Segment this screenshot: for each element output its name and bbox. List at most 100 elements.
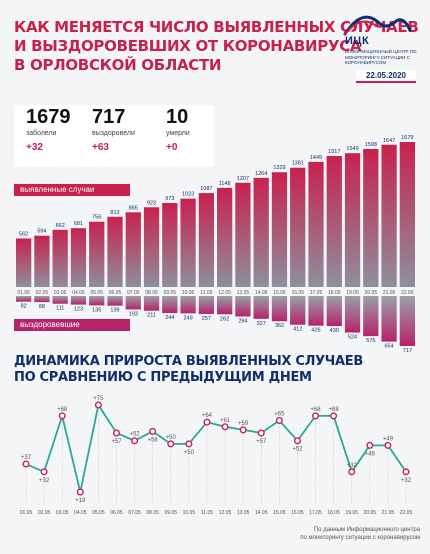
- line-date-tick: 14.05: [255, 510, 268, 516]
- date-tick: 01.05: [17, 290, 30, 296]
- growth-point: [312, 412, 320, 420]
- growth-label: +68: [329, 407, 340, 413]
- case-bar: [52, 229, 68, 287]
- recovered-bar-label: 82: [21, 304, 27, 310]
- growth-point: [203, 418, 211, 426]
- recovered-bar: [16, 296, 32, 302]
- recovered-bar: [344, 296, 361, 333]
- recovered-bar: [271, 296, 288, 322]
- case-bar: [162, 202, 178, 287]
- growth-point: [94, 401, 102, 409]
- case-bar-label: 813: [110, 210, 119, 216]
- growth-point: [58, 412, 66, 420]
- growth-label: +32: [401, 478, 412, 484]
- growth-point: [221, 423, 229, 431]
- growth-label: +61: [220, 418, 231, 424]
- growth-point: [239, 426, 247, 434]
- stat-cases-label: заболели: [26, 130, 57, 137]
- line-date-tick: 03.05: [56, 510, 69, 516]
- case-bar-label: 1549: [346, 146, 358, 152]
- recovered-bar: [180, 296, 196, 314]
- recovered-label: выздоровевшие: [14, 319, 130, 331]
- recovered-bar-label: 135: [92, 307, 101, 313]
- subtitle-line-1: ДИНАМИКА ПРИРОСТА ВЫЯВЛЕННЫХ СЛУЧАЕВ: [14, 354, 363, 369]
- line-date-tick: 04.05: [74, 510, 87, 516]
- case-bar: [34, 235, 50, 287]
- line-date-tick: 09.05: [165, 510, 178, 516]
- case-bar: [399, 142, 415, 287]
- date-badge: 22.05.2020: [356, 70, 416, 83]
- case-bar: [381, 144, 397, 287]
- case-bar-label: 756: [92, 215, 101, 221]
- growth-label: +37: [21, 455, 32, 461]
- recovered-bar-label: 193: [129, 311, 138, 317]
- recovered-bar: [253, 296, 269, 319]
- case-bar-label: 1148: [219, 181, 231, 187]
- case-bar-label: 594: [37, 229, 46, 235]
- recovered-bar: [326, 296, 342, 326]
- stats-panel: 1679 заболели +32 717 выздоровели +63 10…: [14, 105, 214, 167]
- recovered-bar-label: 211: [147, 313, 156, 319]
- growth-point: [149, 427, 157, 435]
- stat-cases-delta: +32: [26, 142, 43, 153]
- source-line-2: по мониторингу ситуации с коронавирусом: [300, 535, 420, 541]
- recovered-bar-label: 262: [220, 316, 229, 322]
- growth-point: [76, 488, 84, 496]
- recovered-bar-label: 139: [110, 308, 119, 314]
- date-tick: 19.05: [346, 290, 359, 296]
- date-tick: 11.05: [200, 290, 212, 296]
- growth-point: [22, 460, 30, 468]
- growth-label: +32: [39, 478, 50, 484]
- date-tick: 15.05: [273, 290, 286, 296]
- case-bar: [143, 207, 160, 287]
- date-tick: 21.05: [383, 290, 396, 296]
- date-tick: 05.05: [90, 290, 103, 296]
- growth-label: +58: [148, 437, 159, 443]
- date-tick: 07.05: [127, 290, 140, 296]
- recovered-bar: [34, 296, 50, 303]
- case-bar-label: 1647: [383, 138, 395, 144]
- date-tick: 09.05: [164, 290, 177, 296]
- source-line-1: По данным Информационного центра: [313, 527, 420, 533]
- line-date-tick: 22.05: [400, 510, 413, 516]
- date-tick: 04.05: [72, 290, 85, 296]
- growth-point: [257, 429, 265, 437]
- title-line-3: В ОРЛОВСКОЙ ОБЛАСТИ: [14, 56, 222, 74]
- line-date-tick: 12.05: [219, 510, 232, 516]
- recovered-bar: [235, 296, 251, 317]
- date-tick: 08.05: [145, 290, 158, 296]
- case-bar-label: 865: [129, 205, 138, 211]
- growth-point: [348, 468, 356, 476]
- growth-point: [112, 429, 120, 437]
- growth-point: [131, 437, 139, 445]
- date-tick: 14.05: [255, 290, 268, 296]
- case-bar: [16, 238, 32, 287]
- case-bar-label: 562: [19, 231, 28, 237]
- recovered-bar: [89, 296, 105, 306]
- growth-label: +49: [365, 451, 376, 457]
- date-tick: 16.05: [291, 290, 304, 296]
- case-bar: [198, 193, 214, 287]
- growth-label: +68: [310, 407, 321, 413]
- line-date-tick: 21.05: [382, 510, 395, 516]
- line-date-tick: 10.05: [183, 510, 196, 516]
- growth-point: [384, 441, 392, 449]
- recovered-bar: [125, 296, 141, 310]
- growth-label: +65: [274, 412, 285, 418]
- recovered-bar: [198, 296, 214, 314]
- growth-point: [167, 440, 175, 448]
- growth-label: +19: [75, 498, 86, 504]
- recovered-bar: [52, 296, 68, 304]
- date-tick: 20.05: [365, 290, 378, 296]
- recovered-bar-label: 412: [293, 327, 302, 333]
- case-bar-label: 1087: [200, 186, 212, 192]
- recovered-bar-label: 426: [311, 328, 320, 334]
- recovered-bar-label: 717: [403, 348, 412, 354]
- recovered-bar-label: 524: [348, 335, 357, 341]
- growth-label: +52: [129, 432, 140, 438]
- date-tick: 06.05: [109, 290, 122, 296]
- case-bar: [89, 221, 105, 287]
- growth-point: [366, 441, 374, 449]
- recovered-bar: [143, 296, 160, 311]
